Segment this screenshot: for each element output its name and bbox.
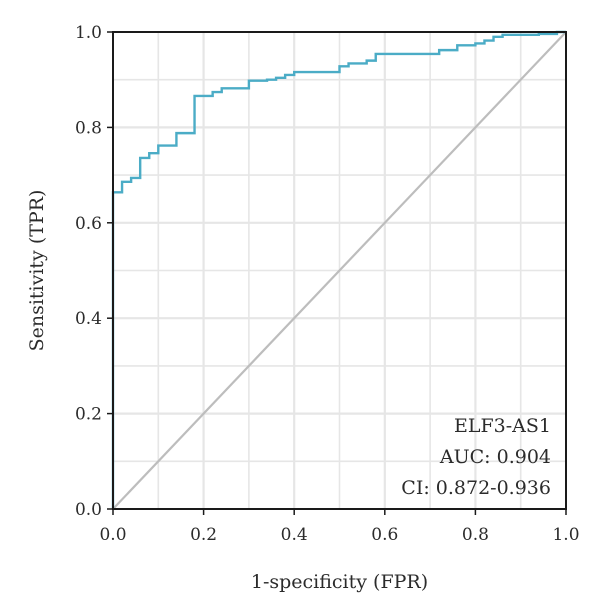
x-tick-label: 0.0 <box>99 525 126 545</box>
y-tick-label: 0.6 <box>75 214 102 234</box>
annotation-box: ELF3-AS1 AUC: 0.904 CI: 0.872-0.936 <box>401 415 551 499</box>
y-tick-label: 1.0 <box>75 23 102 43</box>
x-tick-label: 0.6 <box>371 525 398 545</box>
annotation-ci: CI: 0.872-0.936 <box>401 477 551 499</box>
x-axis-label: 1-specificity (FPR) <box>251 571 428 593</box>
ticks: 0.0 0.2 0.4 0.6 0.8 1.0 0.0 0.2 0.4 0.6 0.8 1.0 <box>75 23 580 545</box>
diagonal-reference-line <box>112 31 567 510</box>
x-tick-label: 0.8 <box>462 525 489 545</box>
annotation-model-name: ELF3-AS1 <box>454 415 551 437</box>
x-tick-label: 0.2 <box>190 525 217 545</box>
annotation-auc: AUC: 0.904 <box>439 446 551 468</box>
y-tick-label: 0.2 <box>75 405 102 425</box>
series-layer <box>111 30 567 510</box>
x-tick-label: 0.4 <box>281 525 308 545</box>
x-tick-label: 1.0 <box>552 525 579 545</box>
y-tick-label: 0.0 <box>75 500 102 520</box>
y-axis-label: Sensitivity (TPR) <box>26 190 48 352</box>
plot-frame <box>112 31 567 510</box>
y-tick-label: 0.4 <box>75 309 102 329</box>
y-tick-label: 0.8 <box>75 118 102 138</box>
roc-curve-line <box>111 30 566 509</box>
